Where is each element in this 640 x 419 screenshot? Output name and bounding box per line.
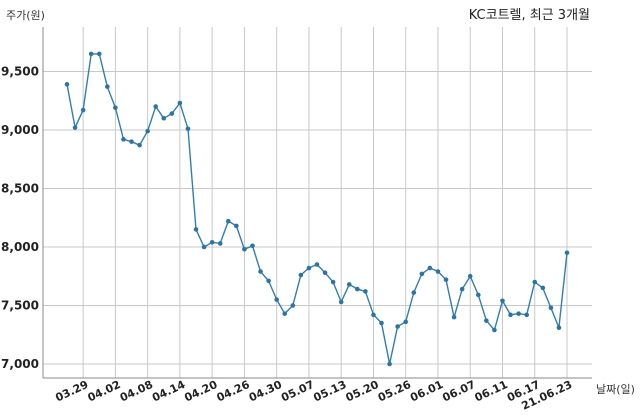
- data-point: [411, 290, 417, 295]
- data-point: [161, 115, 167, 121]
- data-point: [314, 262, 320, 267]
- x-tick-label: 05.26: [376, 378, 413, 405]
- x-tick-label: 05.20: [344, 378, 381, 405]
- data-point: [234, 223, 239, 229]
- axes: [42, 27, 592, 379]
- data-point: [508, 312, 513, 318]
- x-tick-label: 04.20: [182, 378, 219, 405]
- data-point: [322, 270, 328, 276]
- data-point: [121, 137, 126, 142]
- x-tick-label: 06.11: [473, 378, 510, 404]
- data-point: [282, 311, 288, 316]
- data-point: [274, 297, 279, 302]
- data-point: [419, 271, 425, 277]
- data-point: [105, 84, 110, 89]
- x-tick-label: 04.02: [86, 378, 123, 404]
- data-point: [177, 100, 183, 106]
- data-point: [451, 314, 457, 320]
- data-point: [242, 247, 247, 252]
- data-point: [258, 269, 263, 274]
- data-point: [540, 285, 546, 291]
- data-point: [467, 273, 473, 279]
- data-point: [306, 265, 312, 271]
- x-tick-label: 04.14: [150, 378, 187, 405]
- data-point: [225, 218, 231, 224]
- data-point: [217, 241, 223, 246]
- data-point: [338, 299, 344, 305]
- data-point: [96, 51, 102, 57]
- data-point: [427, 265, 433, 271]
- data-point: [459, 286, 465, 292]
- data-point: [492, 327, 497, 333]
- data-point: [201, 244, 207, 250]
- data-point: [346, 282, 352, 287]
- tick-labels: 7,000 7,500 8,000 8,500 9,000 9,500 03.2904.02…: [1, 64, 574, 412]
- data-point: [355, 286, 360, 292]
- y-tick-label: 8,000: [1, 240, 39, 254]
- data-point: [475, 292, 481, 298]
- data-point: [185, 126, 191, 132]
- series-layer: [64, 51, 570, 367]
- data-point: [72, 125, 78, 130]
- data-point: [137, 142, 142, 148]
- y-tick-label: 8,500: [1, 181, 39, 195]
- data-point: [387, 361, 392, 367]
- data-point: [548, 305, 554, 311]
- data-point: [129, 139, 134, 144]
- data-point: [435, 269, 441, 274]
- data-point: [298, 272, 304, 278]
- y-tick-label: 9,500: [1, 64, 39, 78]
- data-point: [395, 324, 400, 329]
- x-tick-label: 04.26: [215, 378, 252, 405]
- data-point: [113, 105, 118, 111]
- y-tick-label: 7,500: [1, 298, 39, 312]
- chart-title: KC코트렐, 최근 3개월: [469, 8, 590, 23]
- x-tick-label: 06.01: [408, 378, 445, 404]
- grid: [43, 27, 592, 378]
- data-point: [80, 107, 86, 113]
- data-point: [500, 298, 505, 304]
- data-point: [379, 320, 384, 326]
- data-point: [484, 318, 489, 323]
- data-point: [250, 243, 255, 249]
- series-line: [66, 53, 568, 365]
- data-point: [169, 111, 175, 116]
- data-point: [516, 311, 521, 316]
- data-point: [330, 279, 336, 285]
- data-point: [209, 239, 215, 245]
- data-point: [371, 312, 376, 318]
- y-tick-label: 7,000: [1, 357, 39, 371]
- data-point: [153, 104, 159, 109]
- y-axis-title: 주가(원): [6, 9, 45, 22]
- data-point: [403, 319, 409, 325]
- data-point: [290, 303, 296, 308]
- data-point: [88, 51, 94, 57]
- x-tick-label: 03.29: [53, 378, 90, 404]
- data-point: [64, 82, 70, 87]
- data-point: [532, 279, 538, 285]
- x-tick-label: 06.07: [440, 378, 477, 404]
- x-tick-label: 04.30: [247, 378, 284, 405]
- data-point: [524, 312, 529, 318]
- data-point: [564, 250, 570, 256]
- data-point: [363, 289, 368, 294]
- y-tick-label: 9,000: [1, 123, 39, 137]
- data-point: [145, 128, 150, 134]
- data-point: [556, 325, 562, 330]
- x-axis-title: 날짜(일): [596, 382, 635, 396]
- data-point: [266, 278, 271, 284]
- data-point: [443, 277, 449, 283]
- x-tick-label: 05.07: [279, 378, 316, 404]
- x-tick-label: 05.13: [311, 378, 348, 404]
- data-point: [193, 227, 199, 232]
- x-tick-label: 04.08: [118, 378, 155, 404]
